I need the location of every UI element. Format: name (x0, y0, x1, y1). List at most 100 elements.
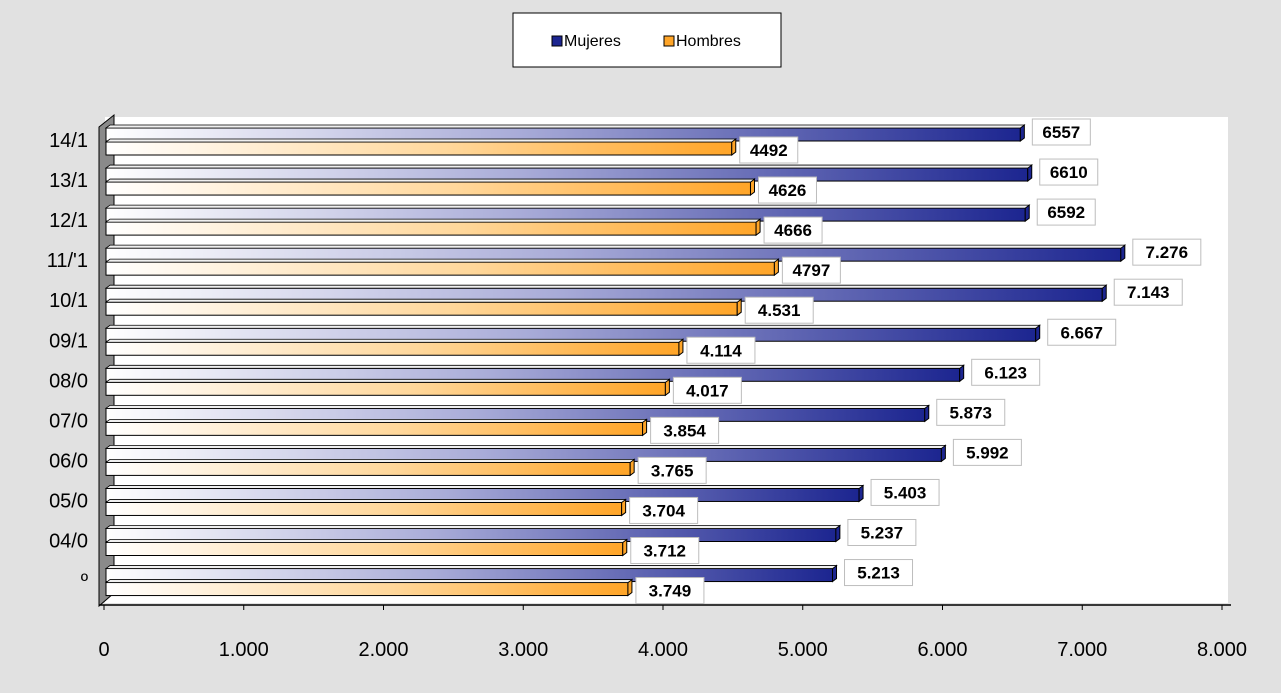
bar-top-face (104, 138, 737, 143)
bar-hombres (105, 501, 623, 516)
category-label: 05/0 (49, 490, 88, 512)
bar-top-face (104, 338, 685, 343)
data-label: 5.237 (847, 519, 917, 546)
bar-top-face (104, 579, 634, 583)
data-label-text: 4492 (750, 141, 788, 160)
data-label-box (936, 398, 1006, 426)
bar-top-face (104, 565, 838, 569)
data-label-box (763, 216, 823, 244)
data-label-box (744, 296, 814, 324)
data-label-text: 5.237 (861, 524, 904, 543)
data-label: 3.704 (629, 496, 699, 524)
data-label: 4626 (757, 176, 817, 204)
bar-top-face (104, 418, 648, 423)
bar-hombres (105, 381, 666, 396)
data-label-box (971, 358, 1041, 386)
bar-top-face (104, 364, 965, 369)
data-label: 7.143 (1113, 278, 1183, 306)
data-label-text: 4.114 (700, 341, 742, 360)
data-label: 4.531 (744, 296, 814, 324)
category-label: 14/1 (49, 130, 88, 152)
data-label-text: 4797 (792, 261, 830, 280)
data-label: 3.765 (637, 456, 707, 484)
bar-hombres (105, 341, 680, 356)
x-tick-label: 7.000 (1057, 639, 1107, 661)
data-label-box (781, 256, 841, 284)
data-label-text: 3.749 (649, 582, 692, 601)
data-label-box (650, 416, 720, 444)
bar-top-face (104, 378, 671, 383)
data-label-box (1039, 158, 1099, 186)
data-label: 6.667 (1047, 318, 1117, 346)
category-label: 07/0 (49, 410, 88, 432)
axis-layer: 14/1 13/1 12/1 11/'1 10/1 09/1 08/0 07/0 06/0 05/… (47, 130, 1247, 661)
legend-label-mujeres: Mujeres (564, 33, 621, 50)
data-label-text: 4.531 (758, 301, 801, 320)
legend-label-hombres: Hombres (676, 33, 741, 50)
data-label: 3.749 (635, 577, 705, 605)
data-label: 6610 (1039, 158, 1099, 186)
bar-top-face (104, 258, 780, 263)
data-label-box (629, 496, 699, 524)
bar-hombres (105, 461, 631, 476)
data-label-text: 7.143 (1127, 283, 1170, 302)
bar-top-face (104, 458, 636, 463)
bar-top-face (104, 499, 627, 503)
data-label: 4666 (763, 216, 823, 244)
bar-hombres (105, 261, 775, 276)
category-label: 08/0 (49, 370, 88, 392)
bar-hombres (105, 582, 629, 597)
data-label: 6557 (1031, 118, 1091, 146)
data-label: 3.854 (650, 416, 720, 444)
data-label-text: 5.403 (884, 483, 927, 502)
data-label-box (637, 456, 707, 484)
bar-hombres (105, 141, 733, 156)
data-label-text: 4.017 (686, 381, 729, 400)
data-label-text: 4626 (769, 181, 807, 200)
bar-top-face (104, 298, 743, 303)
bar-top-face (104, 525, 842, 529)
data-label-text: 3.704 (642, 501, 685, 520)
data-label-text: 5.873 (949, 403, 992, 422)
x-tick-label: 1.000 (219, 639, 269, 661)
data-label-box (1132, 238, 1202, 266)
data-label-box (630, 537, 700, 564)
data-label-text: 3.712 (643, 542, 686, 561)
data-label: 4797 (781, 256, 841, 284)
data-label: 5.873 (936, 398, 1006, 426)
data-label: 6.123 (971, 358, 1041, 386)
bar-top-face (104, 178, 756, 183)
bar-hombres (105, 421, 644, 436)
x-tick-label: 3.000 (498, 639, 548, 661)
data-label-text: 5.213 (857, 564, 900, 583)
labels-layer: 6557 4492 6610 4626 6592 4666 7.276 4797 7.143 4.… (629, 118, 1202, 605)
data-label: 4.017 (672, 376, 742, 404)
data-label-box (739, 136, 799, 164)
category-label: 09/1 (49, 330, 88, 352)
data-label-text: 3.765 (651, 461, 694, 480)
category-label: º (81, 571, 89, 593)
bar-top-face (104, 218, 762, 223)
bar-top-face (104, 164, 1033, 169)
bar-hombres (105, 301, 738, 316)
data-label-box (1031, 118, 1091, 146)
data-label-box (870, 478, 940, 506)
category-label: 12/1 (49, 210, 88, 232)
category-label: 06/0 (49, 450, 88, 472)
legend: Mujeres Hombres (512, 12, 782, 68)
x-tick-label: 0 (98, 639, 109, 661)
data-label: 6592 (1036, 198, 1096, 226)
legend-swatch-hombres (663, 35, 675, 47)
category-label: 04/0 (49, 531, 88, 553)
bar-hombres (105, 542, 624, 556)
data-label: 3.712 (630, 537, 700, 564)
data-label: 5.213 (844, 559, 914, 587)
data-label-text: 3.854 (663, 421, 706, 440)
x-tick-label: 2.000 (358, 639, 408, 661)
data-label-box (1047, 318, 1117, 346)
data-label-box (847, 519, 917, 546)
bar-top-face (104, 124, 1026, 129)
data-label-text: 6610 (1050, 163, 1088, 182)
x-tick-label: 6.000 (917, 639, 967, 661)
